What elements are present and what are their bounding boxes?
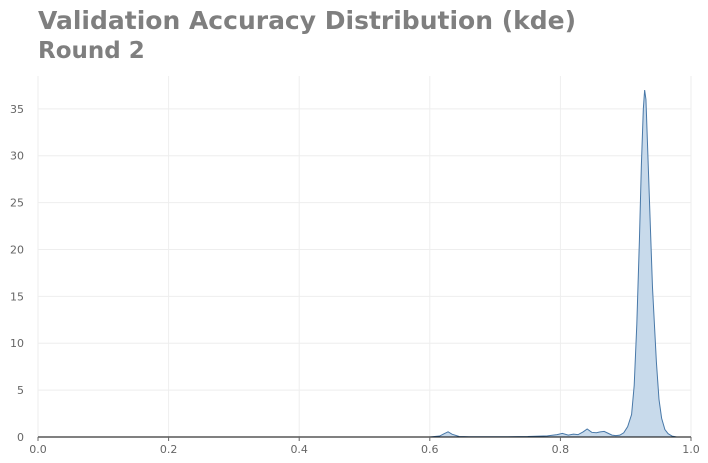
x-tick-label: 1.0 — [682, 443, 700, 456]
y-tick-label: 35 — [10, 103, 24, 116]
x-axis-ticks: 0.0 0.2 0.4 0.6 0.8 1.0 — [29, 437, 700, 456]
y-tick-label: 25 — [10, 197, 24, 210]
kde-area — [429, 90, 677, 437]
x-tick-label: 0.8 — [552, 443, 570, 456]
y-axis-ticks: 0 5 10 15 20 25 30 35 — [10, 103, 24, 444]
y-tick-label: 30 — [10, 150, 24, 163]
x-tick-label: 0.2 — [160, 443, 178, 456]
chart-subtitle: Round 2 — [38, 38, 145, 64]
y-tick-label: 0 — [17, 431, 24, 444]
x-tick-label: 0.6 — [421, 443, 439, 456]
y-tick-label: 10 — [10, 337, 24, 350]
y-tick-label: 15 — [10, 290, 24, 303]
grid-lines — [37, 76, 692, 438]
y-tick-label: 20 — [10, 243, 24, 256]
chart-title: Validation Accuracy Distribution (kde) — [38, 6, 577, 35]
x-tick-label: 0.4 — [290, 443, 308, 456]
x-tick-label: 0.0 — [29, 443, 47, 456]
kde-series — [429, 89, 677, 438]
y-tick-label: 5 — [17, 384, 24, 397]
